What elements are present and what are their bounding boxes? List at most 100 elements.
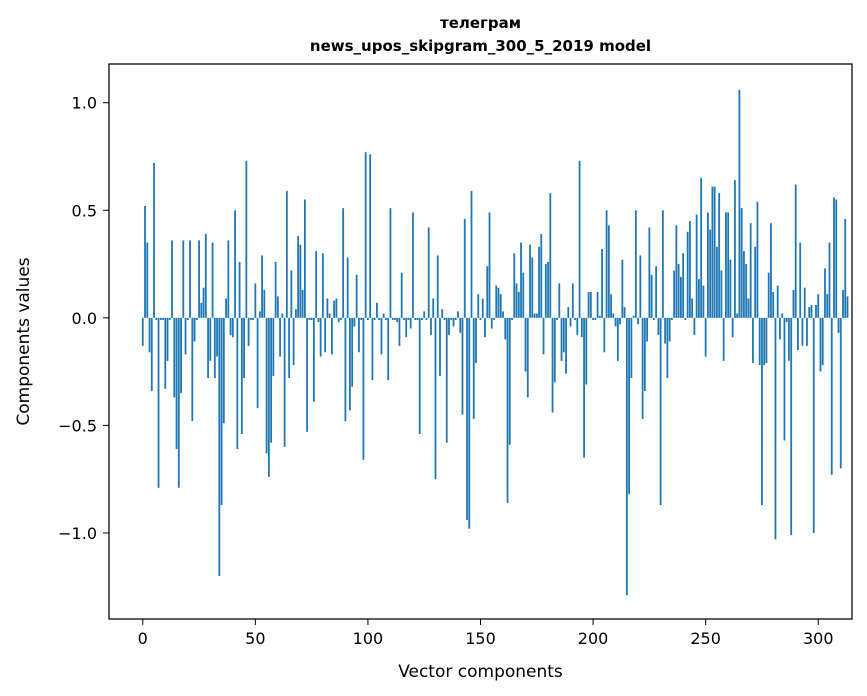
bar xyxy=(549,193,552,318)
bar xyxy=(520,242,522,318)
bar xyxy=(204,233,207,318)
bar xyxy=(454,317,457,320)
bar xyxy=(504,317,507,340)
chart-title-line: news_upos_skipgram_300_5_2019 model xyxy=(310,37,651,55)
bar xyxy=(249,317,252,320)
bar xyxy=(598,315,601,318)
bar xyxy=(718,193,721,318)
bar xyxy=(560,317,563,361)
bar xyxy=(328,313,331,318)
bar xyxy=(713,186,716,318)
bar xyxy=(331,317,333,355)
bar xyxy=(403,317,405,320)
bar xyxy=(479,317,482,320)
bar xyxy=(279,317,282,357)
bar xyxy=(754,246,757,318)
bar xyxy=(592,317,594,320)
x-tick-label: 200 xyxy=(578,629,609,648)
bar xyxy=(614,317,617,327)
bar xyxy=(657,317,660,336)
bar xyxy=(524,317,527,372)
bar xyxy=(299,244,302,318)
bar xyxy=(144,205,146,318)
bar xyxy=(290,270,293,318)
y-tick-label: 1.0 xyxy=(72,94,97,113)
bar xyxy=(693,317,696,336)
bar xyxy=(810,304,813,318)
bar xyxy=(457,311,459,318)
bar xyxy=(171,240,173,318)
bar xyxy=(553,317,556,383)
bar xyxy=(481,298,484,318)
bar xyxy=(340,317,342,320)
bar xyxy=(141,317,144,346)
bar xyxy=(427,227,430,318)
y-tick-label: −0.5 xyxy=(58,416,97,435)
bar xyxy=(562,317,565,353)
bar xyxy=(661,210,664,318)
bar xyxy=(684,317,687,320)
bar xyxy=(398,317,401,346)
bar xyxy=(243,317,245,379)
bar xyxy=(655,266,658,318)
bar xyxy=(767,272,770,318)
bar xyxy=(596,292,599,318)
bar xyxy=(776,285,779,318)
bar xyxy=(470,190,473,318)
bar xyxy=(558,283,561,318)
bar xyxy=(652,317,655,320)
chart-title-line: телеграм xyxy=(440,14,521,32)
bar xyxy=(369,154,372,318)
bar xyxy=(688,221,691,318)
bar xyxy=(740,208,743,318)
x-tick-label: 50 xyxy=(245,629,265,648)
bar xyxy=(488,212,491,318)
bar xyxy=(833,197,835,318)
bar xyxy=(245,160,248,318)
bar xyxy=(583,317,585,458)
y-axis-label: Components values xyxy=(14,257,34,425)
bar xyxy=(211,242,214,318)
bar xyxy=(846,296,849,318)
bar xyxy=(317,317,320,323)
bar xyxy=(193,317,196,342)
bar xyxy=(159,317,162,320)
bar xyxy=(164,317,167,389)
bar xyxy=(274,261,277,318)
bar xyxy=(256,317,259,409)
bar xyxy=(835,199,838,318)
bar xyxy=(168,317,171,320)
bar xyxy=(763,317,766,366)
bar xyxy=(682,253,685,318)
bar xyxy=(625,317,628,596)
bar xyxy=(267,317,270,478)
bar xyxy=(772,292,775,318)
bar xyxy=(382,313,385,318)
bar xyxy=(213,317,216,379)
bar xyxy=(745,264,748,318)
bar xyxy=(270,317,273,443)
bar xyxy=(378,317,381,320)
bar xyxy=(641,317,644,419)
bar xyxy=(236,317,239,450)
bar xyxy=(499,294,502,318)
bar xyxy=(761,317,763,505)
bar xyxy=(247,317,250,346)
bar xyxy=(511,317,513,320)
bar xyxy=(439,317,441,376)
bar xyxy=(756,201,759,318)
bar xyxy=(468,317,471,529)
bar xyxy=(321,253,324,318)
bar xyxy=(272,317,275,376)
bar xyxy=(668,317,671,342)
bar xyxy=(186,317,189,320)
bar xyxy=(281,313,284,318)
x-tick-label: 150 xyxy=(465,629,496,648)
bar xyxy=(801,317,804,346)
bar xyxy=(333,300,336,318)
bar xyxy=(616,317,619,361)
bar xyxy=(529,244,531,318)
bar xyxy=(603,317,606,353)
x-axis-ticks: 0 50 100 150 200 250 300 xyxy=(138,619,834,648)
